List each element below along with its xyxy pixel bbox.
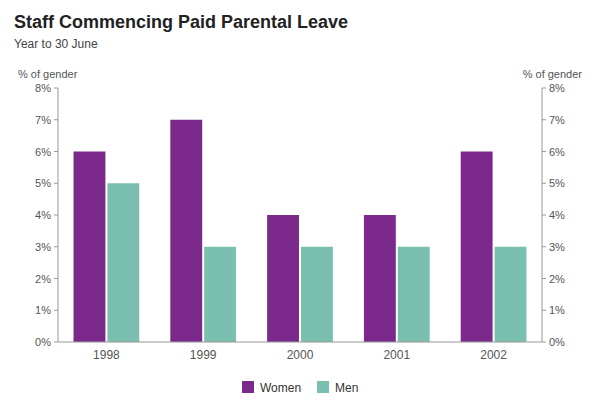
- y2-tick: [542, 246, 546, 247]
- y-tick-label: 2%: [35, 273, 51, 285]
- y2-tick-label: 8%: [549, 82, 565, 94]
- bar: [204, 247, 236, 342]
- y-tick-label: 0%: [35, 336, 51, 348]
- legend: Women Men: [242, 381, 358, 395]
- y2-tick: [542, 342, 546, 343]
- bar: [461, 152, 493, 343]
- y2-tick: [542, 215, 546, 216]
- y-tick-label: 4%: [35, 209, 51, 221]
- bar: [170, 120, 202, 342]
- y2-tick-label: 2%: [549, 273, 565, 285]
- y2-tick: [542, 119, 546, 120]
- x-tick-label: 2002: [480, 348, 507, 362]
- x-axis-line: [58, 342, 542, 343]
- y-tick: [54, 119, 58, 120]
- y-tick: [54, 88, 58, 89]
- legend-swatch: [317, 381, 329, 393]
- y2-tick-label: 6%: [549, 146, 565, 158]
- y-tick-label: 8%: [35, 82, 51, 94]
- bar: [267, 215, 299, 342]
- y-tick-label: 1%: [35, 304, 51, 316]
- title: Staff Commencing Paid Parental Leave: [14, 12, 348, 32]
- y-tick: [54, 310, 58, 311]
- y-tick-label: 3%: [35, 241, 51, 253]
- bar: [495, 247, 527, 342]
- legend-swatch: [242, 381, 254, 393]
- bar: [301, 247, 333, 342]
- bar: [107, 183, 139, 342]
- subtitle: Year to 30 June: [14, 37, 98, 51]
- y2-tick: [542, 310, 546, 311]
- y-tick: [54, 183, 58, 184]
- y-tick-label: 5%: [35, 177, 51, 189]
- x-tick-label: 2000: [287, 348, 314, 362]
- y2-tick: [542, 151, 546, 152]
- x-tick-label: 1998: [93, 348, 120, 362]
- y2-tick-label: 0%: [549, 336, 565, 348]
- y-tick: [54, 278, 58, 279]
- y-tick: [54, 151, 58, 152]
- bar: [74, 152, 106, 343]
- bar: [398, 247, 430, 342]
- y2-tick: [542, 278, 546, 279]
- y-tick: [54, 215, 58, 216]
- y2-tick-label: 3%: [549, 241, 565, 253]
- chart: Staff Commencing Paid Parental Leave Year…: [0, 0, 600, 403]
- y2-tick-label: 4%: [549, 209, 565, 221]
- y-axis-label: % of gender: [18, 68, 78, 80]
- bars: [74, 120, 527, 342]
- y2-tick-label: 7%: [549, 114, 565, 126]
- y2-tick: [542, 183, 546, 184]
- bar: [364, 215, 396, 342]
- y-tick-label: 7%: [35, 114, 51, 126]
- legend-label: Women: [260, 381, 301, 395]
- y-tick-label: 6%: [35, 146, 51, 158]
- y-tick: [54, 342, 58, 343]
- x-tick-label: 2001: [383, 348, 410, 362]
- y2-tick-label: 5%: [549, 177, 565, 189]
- y2-tick-label: 1%: [549, 304, 565, 316]
- y2-tick: [542, 88, 546, 89]
- y2-axis-label: % of gender: [523, 68, 583, 80]
- legend-label: Men: [335, 381, 358, 395]
- x-tick-label: 1999: [190, 348, 217, 362]
- y-tick: [54, 246, 58, 247]
